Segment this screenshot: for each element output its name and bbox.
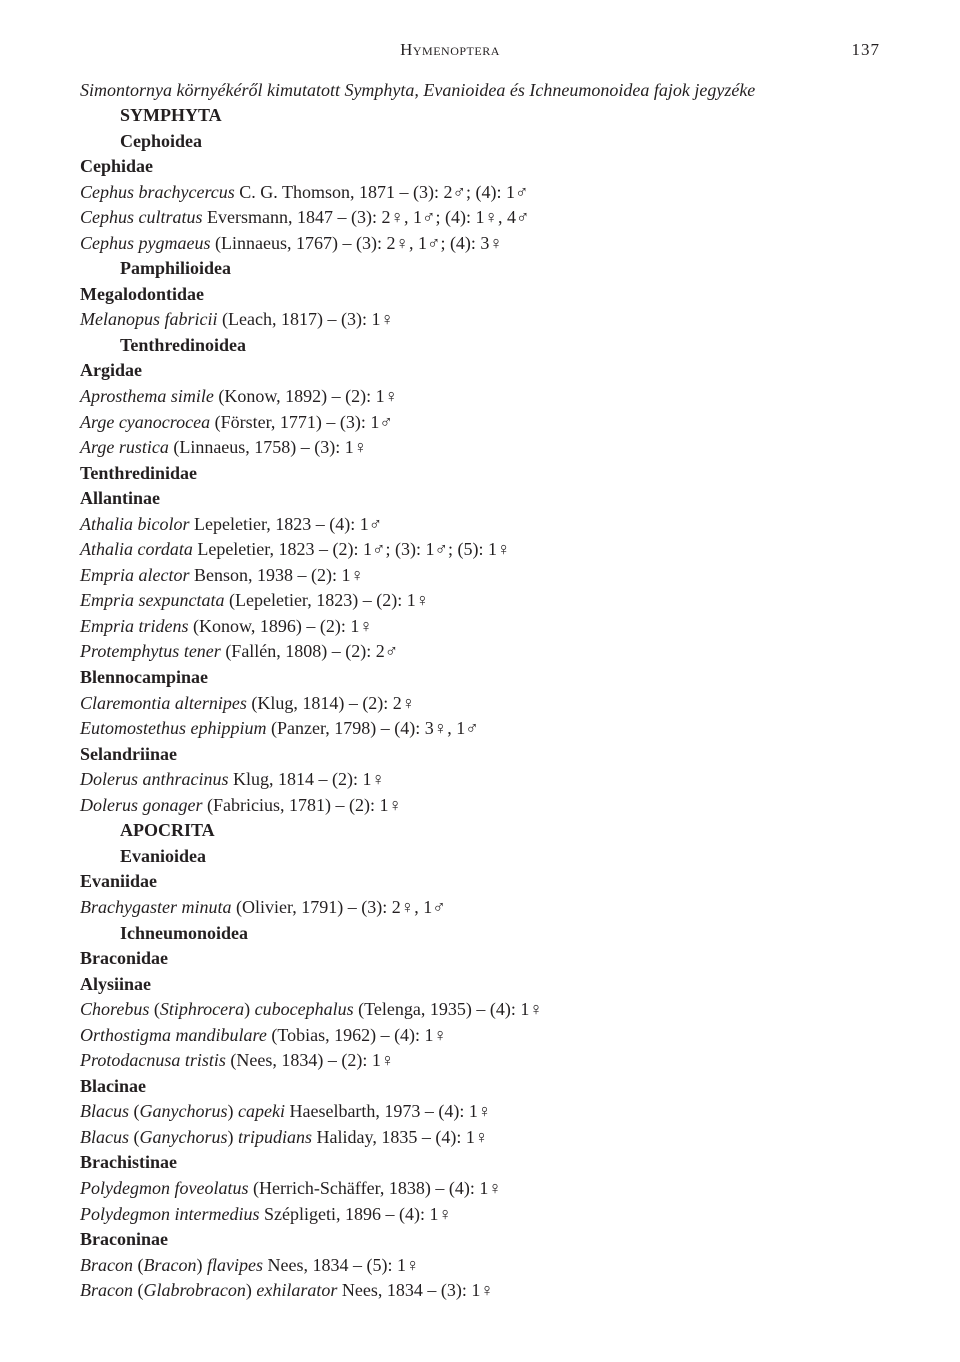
- entries-container: SYMPHYTACephoideaCephidaeCephus brachyce…: [80, 103, 880, 1304]
- entry-line: Blacus (Ganychorus) capeki Haeselbarth, …: [80, 1099, 880, 1125]
- running-header: Hymenoptera 137: [80, 40, 880, 60]
- entry-line: Dolerus anthracinus Klug, 1814 – (2): 1♀: [80, 767, 880, 793]
- entry-line: Cephoidea: [120, 129, 880, 155]
- entry-line: Tenthredinoidea: [120, 333, 880, 359]
- header-title: Hymenoptera: [80, 40, 820, 60]
- entry-line: Athalia cordata Lepeletier, 1823 – (2): …: [80, 537, 880, 563]
- entry-line: Alysiinae: [80, 972, 880, 998]
- entry-line: Empria tridens (Konow, 1896) – (2): 1♀: [80, 614, 880, 640]
- entry-line: APOCRITA: [120, 818, 880, 844]
- entry-line: Bracon (Glabrobracon) exhilarator Nees, …: [80, 1278, 880, 1304]
- entry-line: Arge rustica (Linnaeus, 1758) – (3): 1♀: [80, 435, 880, 461]
- entry-line: Allantinae: [80, 486, 880, 512]
- entry-line: Blacus (Ganychorus) tripudians Haliday, …: [80, 1125, 880, 1151]
- entry-line: Brachygaster minuta (Olivier, 1791) – (3…: [80, 895, 880, 921]
- entry-line: SYMPHYTA: [120, 103, 880, 129]
- page: Hymenoptera 137 Simontornya környékéről …: [0, 0, 960, 1344]
- entry-line: Brachistinae: [80, 1150, 880, 1176]
- entry-line: Polydegmon foveolatus (Herrich-Schäffer,…: [80, 1176, 880, 1202]
- entry-line: Pamphilioidea: [120, 256, 880, 282]
- entry-line: Argidae: [80, 358, 880, 384]
- entry-line: Braconinae: [80, 1227, 880, 1253]
- entry-line: Orthostigma mandibulare (Tobias, 1962) –…: [80, 1023, 880, 1049]
- entry-line: Dolerus gonager (Fabricius, 1781) – (2):…: [80, 793, 880, 819]
- entry-line: Polydegmon intermedius Szépligeti, 1896 …: [80, 1202, 880, 1228]
- entry-line: Athalia bicolor Lepeletier, 1823 – (4): …: [80, 512, 880, 538]
- entry-line: Ichneumonoidea: [120, 921, 880, 947]
- entry-line: Blennocampinae: [80, 665, 880, 691]
- entry-line: Tenthredinidae: [80, 461, 880, 487]
- subtitle: Simontornya környékéről kimutatott Symph…: [80, 80, 880, 101]
- entry-line: Bracon (Bracon) flavipes Nees, 1834 – (5…: [80, 1253, 880, 1279]
- entry-line: Empria alector Benson, 1938 – (2): 1♀: [80, 563, 880, 589]
- entry-line: Cephus brachycercus C. G. Thomson, 1871 …: [80, 180, 880, 206]
- entry-line: Arge cyanocrocea (Förster, 1771) – (3): …: [80, 410, 880, 436]
- entry-line: Empria sexpunctata (Lepeletier, 1823) – …: [80, 588, 880, 614]
- entry-line: Aprosthema simile (Konow, 1892) – (2): 1…: [80, 384, 880, 410]
- entry-line: Evaniidae: [80, 869, 880, 895]
- entry-line: Eutomostethus ephippium (Panzer, 1798) –…: [80, 716, 880, 742]
- entry-line: Cephus cultratus Eversmann, 1847 – (3): …: [80, 205, 880, 231]
- entry-line: Chorebus (Stiphrocera) cubocephalus (Tel…: [80, 997, 880, 1023]
- entry-line: Protodacnusa tristis (Nees, 1834) – (2):…: [80, 1048, 880, 1074]
- entry-line: Megalodontidae: [80, 282, 880, 308]
- entry-line: Cephus pygmaeus (Linnaeus, 1767) – (3): …: [80, 231, 880, 257]
- entry-line: Evanioidea: [120, 844, 880, 870]
- page-number: 137: [820, 40, 880, 60]
- entry-line: Blacinae: [80, 1074, 880, 1100]
- entry-line: Braconidae: [80, 946, 880, 972]
- entry-line: Claremontia alternipes (Klug, 1814) – (2…: [80, 691, 880, 717]
- entry-line: Melanopus fabricii (Leach, 1817) – (3): …: [80, 307, 880, 333]
- entry-line: Selandriinae: [80, 742, 880, 768]
- entry-line: Protemphytus tener (Fallén, 1808) – (2):…: [80, 639, 880, 665]
- entry-line: Cephidae: [80, 154, 880, 180]
